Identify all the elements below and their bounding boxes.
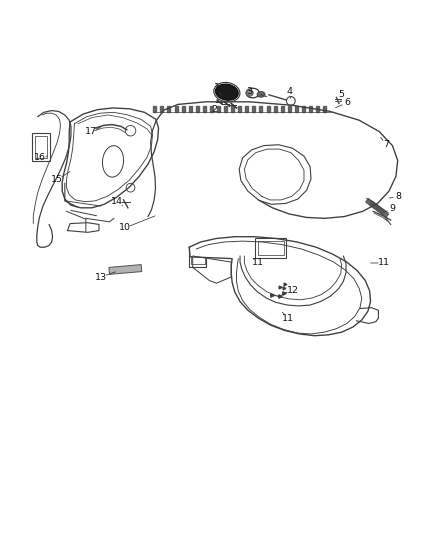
Text: 2: 2	[212, 105, 218, 114]
Bar	[32, 133, 50, 160]
Bar	[255, 238, 286, 258]
Bar	[369, 201, 378, 209]
Text: 15: 15	[51, 175, 63, 184]
Text: 13: 13	[95, 272, 107, 281]
Bar	[288, 106, 291, 112]
Text: 16: 16	[34, 152, 46, 161]
Bar	[174, 106, 177, 112]
Bar	[109, 264, 142, 274]
Bar	[189, 106, 192, 112]
Ellipse shape	[246, 90, 253, 96]
Bar	[323, 106, 326, 112]
Bar	[267, 106, 269, 112]
Bar	[224, 106, 227, 112]
Bar	[167, 106, 170, 112]
Bar	[258, 241, 284, 255]
Bar	[238, 106, 241, 112]
Bar	[259, 106, 262, 112]
Text: 8: 8	[396, 192, 402, 201]
Text: 7: 7	[383, 140, 389, 149]
Bar	[376, 206, 385, 214]
Bar	[210, 106, 213, 112]
Text: 5: 5	[339, 90, 345, 99]
Bar	[281, 106, 284, 112]
Ellipse shape	[215, 84, 238, 100]
Bar	[35, 136, 47, 158]
Bar	[160, 106, 163, 112]
Ellipse shape	[257, 92, 265, 97]
Text: 14: 14	[111, 197, 124, 206]
Bar	[217, 106, 220, 112]
Bar	[182, 106, 184, 112]
Bar	[203, 106, 206, 112]
Text: 11: 11	[378, 259, 390, 268]
Bar	[245, 106, 248, 112]
Bar	[380, 209, 389, 217]
Bar	[366, 198, 374, 207]
Bar	[196, 106, 199, 112]
Text: 11: 11	[282, 314, 294, 322]
Text: 10: 10	[119, 223, 131, 232]
Text: 1: 1	[214, 83, 220, 92]
Bar	[309, 106, 312, 112]
Bar	[231, 106, 234, 112]
Bar	[295, 106, 298, 112]
Bar	[373, 204, 381, 212]
Text: 11: 11	[252, 259, 265, 268]
Text: 6: 6	[344, 98, 350, 107]
Text: 4: 4	[286, 87, 292, 96]
Bar	[302, 106, 305, 112]
Bar	[274, 106, 277, 112]
Text: 17: 17	[85, 127, 97, 136]
Bar	[252, 106, 255, 112]
Text: 9: 9	[389, 204, 396, 213]
Text: 3: 3	[247, 87, 253, 96]
Text: 12: 12	[286, 286, 299, 295]
Bar	[316, 106, 319, 112]
Bar	[153, 106, 156, 112]
